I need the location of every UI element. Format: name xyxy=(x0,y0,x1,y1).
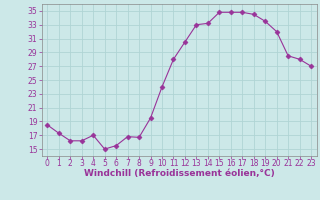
X-axis label: Windchill (Refroidissement éolien,°C): Windchill (Refroidissement éolien,°C) xyxy=(84,169,275,178)
